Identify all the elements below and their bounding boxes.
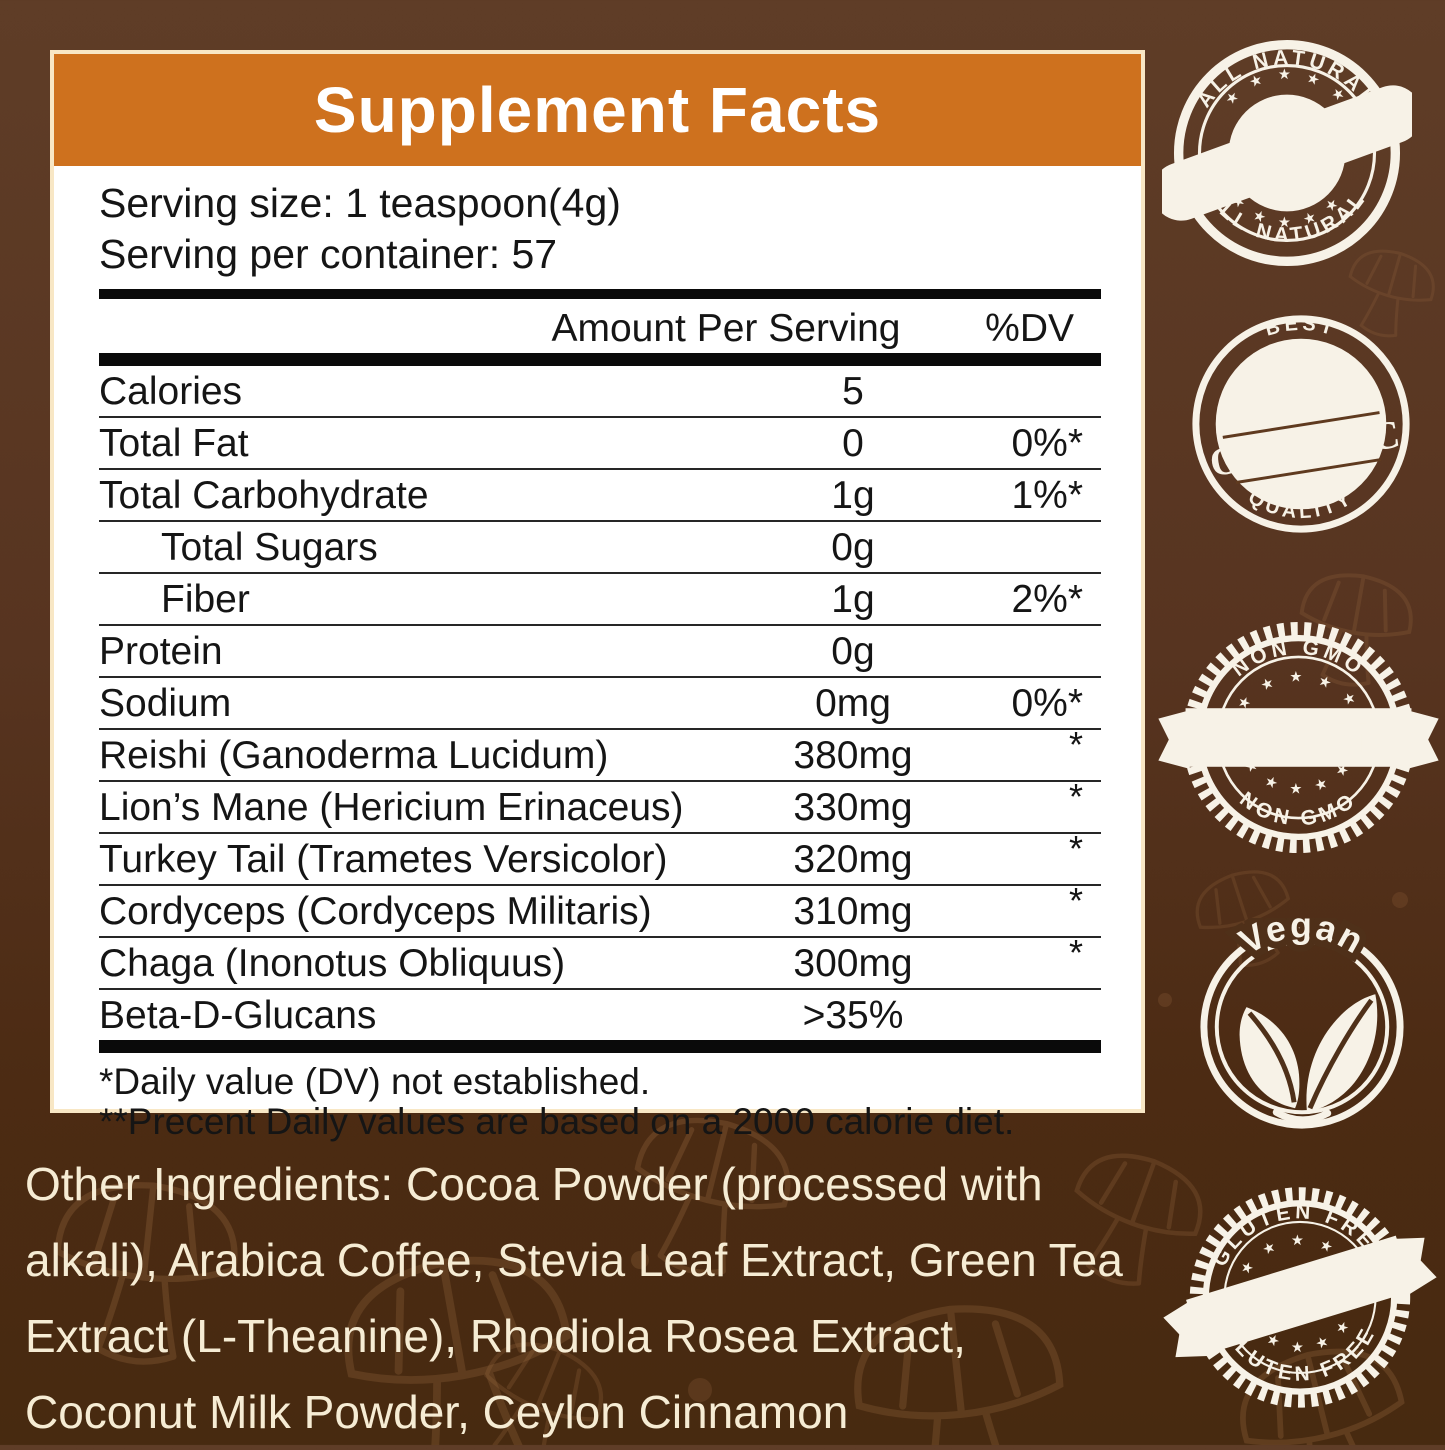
row-amount: 1g <box>831 577 875 621</box>
panel-header: Supplement Facts <box>54 54 1141 166</box>
serving-size: Serving size: 1 teaspoon(4g) <box>99 180 621 226</box>
row-name: Chaga (Inonotus Obliquus) <box>99 941 566 985</box>
row-amount: 310mg <box>793 889 913 933</box>
row-name: Cordyceps (Cordyceps Militaris) <box>99 889 652 933</box>
row-amount: 0g <box>831 525 875 569</box>
table-row: Reishi (Ganoderma Lucidum) 380mg * <box>99 724 1101 780</box>
row-amount: 320mg <box>793 837 913 881</box>
row-dv: * <box>1068 723 1083 765</box>
row-amount: 330mg <box>793 785 913 829</box>
table-row: Lion’s Mane (Hericium Erinaceus) 330mg * <box>99 776 1101 832</box>
row-name: Turkey Tail (Trametes Versicolor) <box>99 837 668 881</box>
svg-text:Vegan: Vegan <box>1232 918 1371 962</box>
organic-badge-icon: BEST QUALITY 100% ORGANIC <box>1192 313 1410 533</box>
row-name: Lion’s Mane (Hericium Erinaceus) <box>99 785 684 829</box>
panel-body: Serving size: 1 teaspoon(4g) Serving per… <box>54 166 1141 1142</box>
gluten-free-badge-icon: GLUTEN FREE GLUTEN FREE ★ ★ ★ ★ ★ ★ ★ ★ … <box>1163 1187 1437 1408</box>
vegan-label: Vegan <box>1225 918 1376 969</box>
other-ingredients-text: Other Ingredients: Cocoa Powder (process… <box>25 1158 1123 1438</box>
row-name: Reishi (Ganoderma Lucidum) <box>99 733 609 777</box>
row-dv: * <box>1068 879 1083 921</box>
divider-thick <box>99 353 1101 366</box>
stars-decoration: ★ ★ ★ ★ ★ <box>1234 670 1362 714</box>
table-row: Total Fat 0 0%* <box>99 416 1101 468</box>
footnotes: *Daily value (DV) not established. **Pre… <box>99 1062 1101 1142</box>
row-amount: 0 <box>842 421 864 465</box>
table-row: Total Carbohydrate 1g 1%* <box>99 468 1101 520</box>
page-title: Supplement Facts <box>313 74 882 146</box>
row-amount: 5 <box>842 369 864 413</box>
row-dv: * <box>1068 931 1083 973</box>
nutrition-table: Calories 5 Total Fat 0 0%* Total Carbohydrate… <box>99 366 1101 1040</box>
row-name: Fiber <box>161 577 250 621</box>
vegan-badge-icon: Vegan <box>1200 918 1404 1129</box>
row-name: Total Carbohydrate <box>99 473 429 517</box>
leaves-icon <box>1239 994 1378 1124</box>
banner-text: NON GMO <box>1193 714 1405 761</box>
row-name: Protein <box>99 629 223 673</box>
non-gmo-badge-icon: NON GMO NON GMO ★ ★ ★ ★ ★ ★ ★ ★ ★ ★ NON … <box>1158 621 1439 854</box>
row-amount: 0mg <box>815 681 891 725</box>
row-amount: 380mg <box>793 733 913 777</box>
table-row: Calories 5 <box>99 366 1101 416</box>
table-row: Protein 0g <box>99 624 1101 676</box>
row-amount: 1g <box>831 473 875 517</box>
table-row: Beta-D-Glucans >35% <box>99 988 1101 1040</box>
table-row: Chaga (Inonotus Obliquus) 300mg * <box>99 932 1101 988</box>
row-dv: 0%* <box>1011 681 1083 725</box>
arc-text-top: BEST <box>1263 313 1336 341</box>
row-dv: 0%* <box>1011 421 1083 465</box>
row-amount: >35% <box>802 993 904 1037</box>
row-dv: 2%* <box>1011 577 1083 621</box>
footnote-dv: *Daily value (DV) not established. <box>99 1061 651 1102</box>
divider-thick <box>99 1040 1101 1053</box>
table-row: Total Sugars 0g <box>99 520 1101 572</box>
supplement-facts-panel: Supplement Facts Serving size: 1 teaspoo… <box>50 50 1145 1142</box>
svg-text:BEST: BEST <box>1263 313 1340 341</box>
table-row: Fiber 1g 2%* <box>99 572 1101 624</box>
footnote-percent: **Precent Daily values are based on a 20… <box>99 1101 1015 1142</box>
row-amount: 300mg <box>793 941 913 985</box>
column-header-dv: %DV <box>985 307 1074 350</box>
servings-per-container: Serving per container: 57 <box>99 231 558 277</box>
table-row: Cordyceps (Cordyceps Militaris) 310mg * <box>99 880 1101 936</box>
column-header-amount: Amount Per Serving <box>551 307 901 350</box>
row-name: Beta-D-Glucans <box>99 993 377 1037</box>
row-name: Total Fat <box>99 421 249 465</box>
table-row: Turkey Tail (Trametes Versicolor) 320mg * <box>99 828 1101 884</box>
table-header-row: Amount Per Serving %DV <box>99 299 1101 353</box>
row-amount: 0g <box>831 629 875 673</box>
all-natural-badge-icon: ALL NATURAL ALL NATURAL ★ ★ ★ ★ ★ ★ ★ ★ … <box>1162 39 1412 267</box>
row-name: Sodium <box>99 681 232 725</box>
row-name: Total Sugars <box>161 525 378 569</box>
row-name: Calories <box>99 369 243 413</box>
row-dv: 1%* <box>1011 473 1083 517</box>
row-dv: * <box>1068 827 1083 869</box>
table-row: Sodium 0mg 0%* <box>99 676 1101 728</box>
divider-thick <box>99 289 1101 299</box>
row-dv: * <box>1068 775 1083 817</box>
